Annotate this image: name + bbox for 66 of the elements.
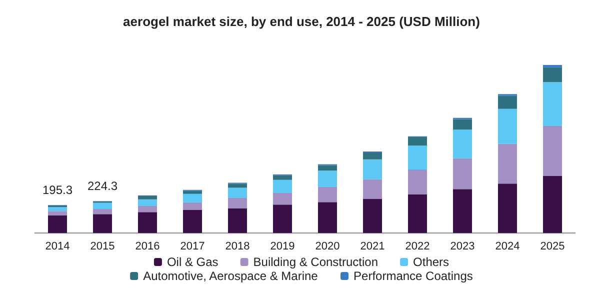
- bar: [498, 96, 517, 109]
- bar: [363, 179, 382, 199]
- bar: [318, 202, 337, 233]
- bar: [453, 189, 472, 233]
- bar: [48, 215, 67, 233]
- bar: [93, 208, 112, 214]
- bar: [318, 165, 337, 171]
- bar: [273, 192, 292, 205]
- x-tick-label: 2023: [450, 240, 475, 252]
- legend-label: Others: [413, 255, 450, 269]
- bar: [93, 202, 112, 209]
- bar: [408, 145, 427, 170]
- bar: [453, 158, 472, 190]
- x-tick-label: 2014: [45, 240, 70, 252]
- bar: [273, 204, 292, 233]
- bar: [543, 176, 562, 233]
- bar: [543, 82, 562, 126]
- bar: [543, 67, 562, 82]
- x-tick-label: 2021: [360, 240, 385, 252]
- bar: [453, 130, 472, 158]
- x-tick-label: 2020: [315, 240, 340, 252]
- bar: [183, 202, 202, 210]
- bar: [183, 210, 202, 233]
- bar: [273, 180, 292, 193]
- bar: [228, 188, 247, 198]
- bar: [228, 208, 247, 233]
- x-tick-label: 2025: [540, 240, 565, 252]
- annotation: 195.3: [42, 183, 73, 198]
- bar: [138, 212, 157, 233]
- bar: [408, 136, 427, 146]
- x-tick-label: 2018: [225, 240, 250, 252]
- x-tick-label: 2024: [495, 240, 520, 252]
- bar: [408, 169, 427, 194]
- x-tick-label: 2019: [270, 240, 295, 252]
- legend-label: Performance Coatings: [354, 269, 473, 283]
- x-tick-label: 2015: [90, 240, 115, 252]
- bar: [48, 211, 67, 216]
- bar: [498, 144, 517, 184]
- bar: [318, 170, 337, 187]
- bar: [543, 126, 562, 176]
- legend-label: Automotive, Aerospace & Marine: [143, 269, 318, 283]
- bar: [498, 184, 517, 233]
- bar: [363, 152, 382, 160]
- bar: [363, 159, 382, 180]
- bar: [183, 194, 202, 202]
- bar: [273, 175, 292, 180]
- bar: [138, 199, 157, 206]
- bar: [408, 194, 427, 233]
- bar: [453, 119, 472, 130]
- bar: [318, 186, 337, 202]
- legend-label: Building & Construction: [253, 255, 378, 269]
- bar: [498, 108, 517, 144]
- x-tick-label: 2017: [180, 240, 205, 252]
- bar: [228, 198, 247, 208]
- bar: [138, 196, 157, 200]
- bar: [183, 190, 202, 194]
- chart-title: aerogel market size, by end use, 2014 - 2025 (USD Million): [123, 14, 480, 29]
- x-tick-label: 2016: [135, 240, 160, 252]
- annotation: 224.3: [87, 179, 118, 194]
- bar: [93, 214, 112, 233]
- legend-label: Oil & Gas: [166, 255, 218, 269]
- bar: [363, 198, 382, 233]
- bar: [228, 184, 247, 188]
- x-tick-label: 2022: [405, 240, 430, 252]
- bar: [48, 207, 67, 212]
- bar: [138, 206, 157, 212]
